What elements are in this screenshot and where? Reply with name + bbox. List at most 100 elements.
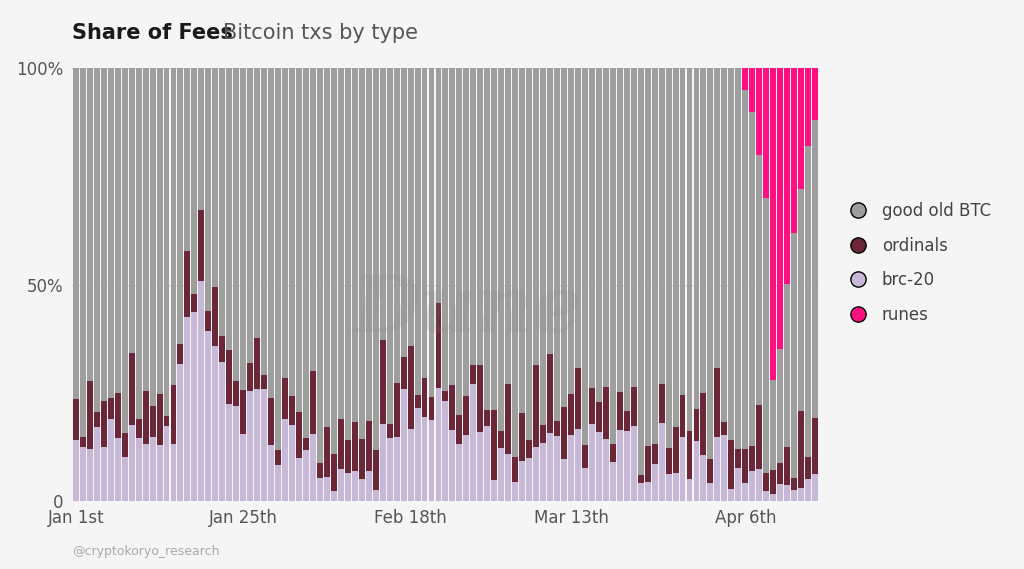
- Bar: [108, 419, 114, 501]
- Bar: [631, 68, 637, 387]
- Bar: [122, 456, 128, 501]
- Text: @cryptokoryo_research: @cryptokoryo_research: [72, 545, 219, 558]
- Bar: [289, 425, 295, 501]
- Bar: [275, 450, 281, 465]
- Bar: [596, 432, 602, 501]
- Bar: [261, 389, 267, 501]
- Bar: [526, 459, 532, 501]
- Bar: [184, 251, 190, 317]
- Bar: [247, 391, 253, 501]
- Bar: [477, 365, 483, 432]
- Bar: [345, 68, 351, 440]
- Bar: [589, 387, 595, 423]
- Bar: [171, 444, 176, 501]
- Bar: [750, 447, 756, 471]
- Bar: [164, 68, 170, 417]
- Bar: [275, 68, 281, 450]
- Bar: [792, 68, 797, 233]
- Bar: [338, 68, 344, 419]
- Bar: [616, 392, 623, 430]
- Bar: [352, 422, 357, 471]
- Bar: [680, 68, 685, 394]
- Bar: [805, 146, 811, 457]
- Bar: [651, 464, 657, 501]
- Bar: [603, 439, 609, 501]
- Bar: [73, 68, 79, 399]
- Bar: [512, 457, 518, 482]
- Bar: [624, 411, 630, 431]
- Bar: [763, 473, 769, 491]
- Bar: [164, 417, 170, 426]
- Bar: [219, 68, 225, 336]
- Bar: [700, 68, 707, 393]
- Bar: [596, 402, 602, 432]
- Bar: [673, 427, 679, 473]
- Bar: [422, 418, 427, 501]
- Bar: [477, 68, 483, 365]
- Bar: [199, 282, 205, 501]
- Bar: [519, 68, 525, 413]
- Bar: [616, 430, 623, 501]
- Bar: [763, 491, 769, 501]
- Bar: [241, 434, 246, 501]
- Bar: [728, 489, 734, 501]
- Bar: [492, 410, 498, 480]
- Bar: [171, 385, 176, 444]
- Bar: [763, 68, 769, 198]
- Bar: [666, 68, 672, 448]
- Bar: [442, 391, 449, 401]
- Bar: [757, 405, 762, 469]
- Bar: [450, 68, 456, 385]
- Bar: [422, 68, 427, 378]
- Bar: [310, 434, 316, 501]
- Bar: [135, 68, 141, 419]
- Bar: [415, 68, 421, 395]
- Bar: [728, 440, 734, 489]
- Bar: [708, 483, 714, 501]
- Bar: [777, 463, 783, 484]
- Bar: [693, 68, 699, 409]
- Bar: [457, 444, 463, 501]
- Bar: [715, 436, 720, 501]
- Bar: [380, 68, 386, 340]
- Bar: [352, 68, 357, 422]
- Bar: [464, 435, 469, 501]
- Bar: [442, 401, 449, 501]
- Bar: [568, 435, 573, 501]
- Bar: [638, 475, 644, 484]
- Bar: [358, 68, 365, 439]
- Bar: [784, 284, 791, 447]
- Bar: [241, 390, 246, 434]
- Bar: [721, 435, 727, 501]
- Bar: [519, 413, 525, 461]
- Bar: [708, 68, 714, 459]
- Bar: [658, 423, 665, 501]
- Bar: [812, 68, 818, 120]
- Bar: [499, 431, 504, 448]
- Bar: [742, 90, 749, 449]
- Bar: [393, 68, 399, 384]
- Bar: [261, 68, 267, 375]
- Bar: [686, 68, 692, 431]
- Bar: [80, 447, 86, 501]
- Bar: [226, 405, 232, 501]
- Bar: [150, 406, 156, 436]
- Bar: [464, 68, 469, 396]
- Bar: [610, 462, 615, 501]
- Bar: [812, 120, 818, 418]
- Legend: good old BTC, ordinals, brc-20, runes: good old BTC, ordinals, brc-20, runes: [835, 195, 997, 331]
- Bar: [142, 444, 148, 501]
- Bar: [80, 68, 86, 437]
- Bar: [450, 430, 456, 501]
- Bar: [770, 494, 776, 501]
- Bar: [693, 441, 699, 501]
- Bar: [735, 449, 741, 468]
- Bar: [296, 412, 302, 457]
- Bar: [742, 483, 749, 501]
- Bar: [241, 68, 246, 390]
- Bar: [380, 340, 386, 423]
- Bar: [393, 384, 399, 436]
- Bar: [534, 365, 539, 447]
- Bar: [324, 477, 330, 501]
- Bar: [742, 449, 749, 483]
